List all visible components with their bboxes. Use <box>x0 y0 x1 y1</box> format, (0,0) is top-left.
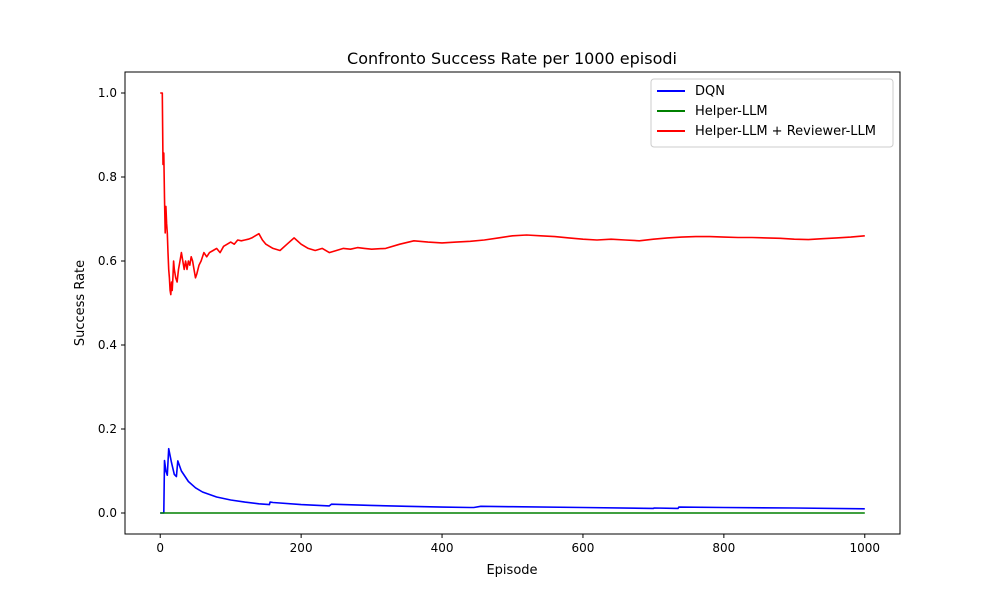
x-tick-label: 1000 <box>849 541 880 555</box>
x-tick-label: 400 <box>431 541 454 555</box>
legend-label: DQN <box>695 84 725 99</box>
x-axis: 0 200 400 600 800 1000 <box>156 534 880 555</box>
x-tick-label: 200 <box>290 541 313 555</box>
y-tick-label: 0.2 <box>98 422 117 436</box>
x-tick-label: 800 <box>712 541 735 555</box>
chart-title: Confronto Success Rate per 1000 episodi <box>347 49 677 68</box>
x-tick-label: 600 <box>572 541 595 555</box>
y-tick-label: 0.0 <box>98 506 117 520</box>
y-tick-label: 0.6 <box>98 254 117 268</box>
x-tick-label: 0 <box>156 541 164 555</box>
series-line-helper-llm-reviewer-llm <box>160 92 865 296</box>
legend-label: Helper-LLM + Reviewer-LLM <box>695 124 876 139</box>
x-axis-label: Episode <box>486 563 537 578</box>
plot-frame <box>124 71 901 535</box>
y-axis: 0.0 0.2 0.4 0.6 0.8 1.0 <box>98 86 125 520</box>
y-axis-label: Success Rate <box>73 260 88 346</box>
y-tick-label: 0.4 <box>98 338 117 352</box>
y-tick-label: 1.0 <box>98 86 117 100</box>
legend-box <box>650 78 894 148</box>
legend: DQN Helper-LLM Helper-LLM + Reviewer-LLM <box>650 78 894 148</box>
y-tick-label: 0.8 <box>98 170 117 184</box>
legend-label: Helper-LLM <box>695 104 768 119</box>
plot-lines <box>160 92 865 514</box>
series-line-dqn <box>160 447 865 514</box>
